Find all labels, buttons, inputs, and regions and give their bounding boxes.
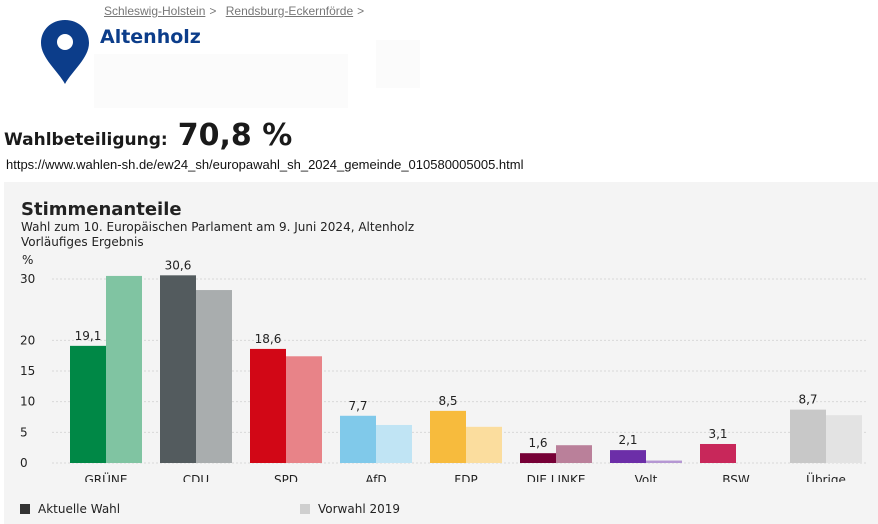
y-tick-label: 5 [20,425,28,439]
x-tick-label: Übrige [806,471,846,482]
turnout-value: 70,8 % [177,118,293,153]
bar-previous [556,445,592,463]
y-tick-label: 20 [20,333,35,347]
bar-previous [106,275,142,463]
turnout: Wahlbeteiligung: 70,8 % [4,118,292,153]
legend-item-previous: Vorwahl 2019 [300,502,400,516]
chart-status-line: Vorläufiges Ergebnis [21,235,144,249]
legend-label-previous: Vorwahl 2019 [318,502,401,516]
bar-current [340,415,376,463]
data-label: 19,1 [75,329,102,343]
y-tick-label: 0 [20,456,28,470]
bar-current [610,450,646,463]
bar-current [160,275,196,463]
data-label: 8,5 [438,394,457,408]
bar-current [790,409,826,463]
data-label: 1,6 [528,436,547,450]
x-tick-label: DIE LINKE [527,473,586,482]
bar-previous [466,426,502,463]
breadcrumb-separator: > [209,4,217,18]
bar-current [700,443,736,463]
bar-previous [376,424,412,463]
data-label: 7,7 [348,399,367,413]
breadcrumb-separator: > [357,4,365,18]
bar-current [70,345,106,463]
y-tick-label: 15 [20,364,35,378]
bar-previous [286,356,322,463]
chart-subtitle-line: Wahl zum 10. Europäischen Parlament am 9… [21,220,415,234]
x-tick-label: GRÜNE [85,471,128,482]
x-tick-label: BSW [722,473,750,482]
y-tick-label: 30 [20,272,35,286]
data-label: 30,6 [165,258,192,272]
placeholder-block [376,40,420,88]
bar-chart: % 0 5 10 15 20 30 19,1 GRÜNE 30,6 CDU 18,6 SPD 7,7 AfD… [20,253,866,482]
chart-panel: Stimmenanteile Wahl zum 10. Europäischen… [4,182,878,524]
page-title: Altenholz [100,26,201,48]
bar-current [250,348,286,463]
data-label: 2,1 [618,433,637,447]
data-label: 3,1 [708,427,727,441]
bar-previous [646,460,682,463]
turnout-label: Wahlbeteiligung: [4,130,168,150]
chart-title: Stimmenanteile [21,199,182,220]
bar-current [520,453,556,463]
map-pin-icon [41,20,89,84]
legend-swatch-previous [300,504,310,514]
breadcrumb: Schleswig-Holstein > Rendsburg-Eckernförd… [104,4,370,18]
placeholder-block [94,54,348,108]
chart-subtitle: Wahl zum 10. Europäischen Parlament am 9… [21,220,414,250]
x-tick-label: AfD [365,473,386,482]
legend-swatch-current [20,504,30,514]
bar-current [430,410,466,463]
x-tick-label: Volt [635,473,658,482]
data-label: 8,7 [798,393,817,407]
x-tick-label: SPD [274,473,298,482]
source-url: https://www.wahlen-sh.de/ew24_sh/europaw… [6,157,524,172]
x-tick-label: CDU [183,473,209,482]
x-tick-label: FDP [454,473,477,482]
legend-label-current: Aktuelle Wahl [38,502,121,516]
legend-item-current: Aktuelle Wahl [20,502,120,516]
breadcrumb-link-state[interactable]: Schleswig-Holstein [104,4,206,18]
y-tick-label: 10 [20,395,35,409]
bar-previous [826,415,862,463]
bar-previous [196,290,232,463]
y-axis-unit-label: % [22,253,33,267]
data-label: 18,6 [255,332,282,346]
breadcrumb-link-district[interactable]: Rendsburg-Eckernförde [225,4,354,18]
